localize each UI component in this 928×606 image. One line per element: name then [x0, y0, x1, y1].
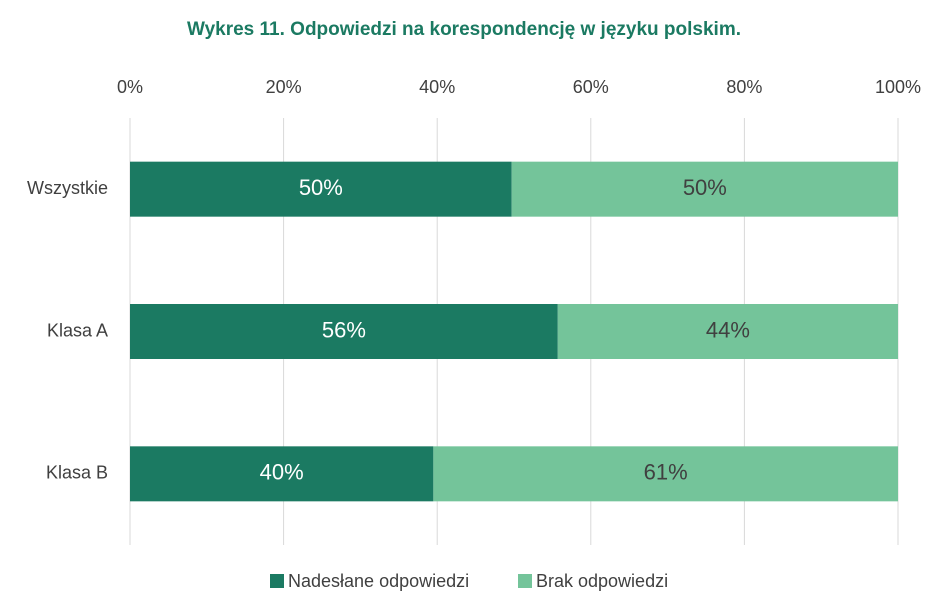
- x-tick-label: 40%: [419, 77, 455, 97]
- bar-segment: [130, 446, 434, 502]
- x-tick-label: 60%: [573, 77, 609, 97]
- data-label: 50%: [683, 175, 727, 200]
- y-tick-label: Klasa A: [47, 320, 108, 340]
- legend-swatch: [518, 574, 532, 588]
- bar-segment: [557, 304, 898, 359]
- y-tick-label: Klasa B: [46, 463, 108, 483]
- data-label: 44%: [706, 317, 750, 342]
- data-label: 61%: [644, 460, 688, 485]
- bar-segment: [130, 304, 558, 359]
- data-label: 56%: [322, 317, 366, 342]
- legend-label: Nadesłane odpowiedzi: [288, 571, 469, 591]
- x-tick-label: 0%: [117, 77, 143, 97]
- chart-title: Wykres 11. Odpowiedzi na korespondencję …: [187, 19, 741, 40]
- legend-label: Brak odpowiedzi: [536, 571, 668, 591]
- bar-segment: [511, 161, 898, 217]
- y-tick-label: Wszystkie: [27, 178, 108, 198]
- x-tick-label: 100%: [875, 77, 921, 97]
- data-label: 40%: [260, 460, 304, 485]
- bar-segment: [130, 161, 512, 217]
- data-label: 50%: [299, 175, 343, 200]
- x-tick-label: 20%: [266, 77, 302, 97]
- x-tick-label: 80%: [726, 77, 762, 97]
- bar-segment: [433, 446, 898, 502]
- legend-swatch: [270, 574, 284, 588]
